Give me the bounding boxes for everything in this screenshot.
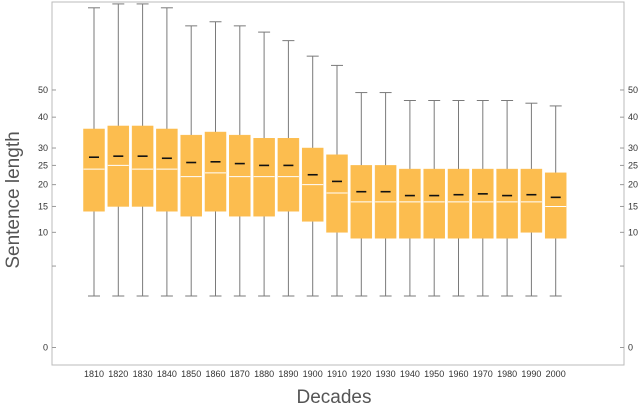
x-tick-label: 1950 [424,369,444,379]
y-tick-label-right: 0 [628,343,633,353]
x-tick-label: 1920 [351,369,371,379]
y-tick-label-left: 25 [38,160,48,170]
x-tick-label: 1940 [400,369,420,379]
box-iqr [156,128,178,212]
box-iqr [496,168,518,239]
box-iqr [544,172,567,239]
y-axis-right: 0 10 15 20 25 30 40 50 [620,85,638,353]
x-tick-label: 1910 [327,369,347,379]
y-tick-label-left: 40 [38,112,48,122]
x-tick-label: 1830 [133,369,153,379]
x-tick-label: 1990 [521,369,541,379]
x-tick-label: 1970 [473,369,493,379]
y-tick-label-left: 15 [38,201,48,211]
x-tick-label: 1960 [448,369,468,379]
x-axis: 1810 1820 1830 1840 1850 1860 1870 1880 1890 1900… [84,369,566,379]
y-axis-left: 0 10 15 20 25 30 40 50 [38,85,56,353]
box-iqr [423,168,445,239]
box-iqr [204,131,227,212]
x-tick-label: 1900 [303,369,323,379]
x-tick-label: 1840 [157,369,177,379]
box-iqr [107,125,130,207]
y-tick-label-right: 40 [628,112,638,122]
x-tick-label: 1870 [230,369,250,379]
y-tick-label-left: 0 [43,343,48,353]
x-tick-label: 1880 [254,369,274,379]
y-tick-label-left: 10 [38,227,48,237]
y-tick-label-left: 30 [38,143,48,153]
y-axis-title: Sentence length [3,131,24,268]
y-tick-label-right: 30 [628,143,638,153]
x-tick-label: 1860 [205,369,225,379]
box-iqr [180,134,202,217]
x-axis-title: Decades [297,387,372,408]
box-iqr [520,168,543,233]
y-tick-label-right: 25 [628,160,638,170]
box-iqr [253,138,275,217]
box-iqr [447,168,470,239]
y-tick-label-left: 20 [38,180,48,190]
box-iqr [399,168,421,239]
y-tick-label-right: 15 [628,201,638,211]
box-iqr [472,168,494,239]
plot-frame [51,1,625,366]
box-iqr [229,134,251,217]
x-tick-label: 1930 [376,369,396,379]
y-tick-label-right: 20 [628,180,638,190]
box-iqr [326,154,348,233]
y-tick-label-left: 50 [38,85,48,95]
box-iqr [131,125,154,207]
x-tick-label: 1890 [278,369,298,379]
box-iqr [277,138,300,212]
box-iqr [83,128,105,212]
x-tick-label: 1810 [84,369,104,379]
x-tick-label: 1850 [181,369,201,379]
x-tick-label: 1820 [108,369,128,379]
box-series [83,3,567,297]
x-tick-label: 1980 [497,369,517,379]
x-tick-label: 2000 [546,369,566,379]
y-tick-label-right: 10 [628,227,638,237]
y-tick-label-right: 50 [628,85,638,95]
